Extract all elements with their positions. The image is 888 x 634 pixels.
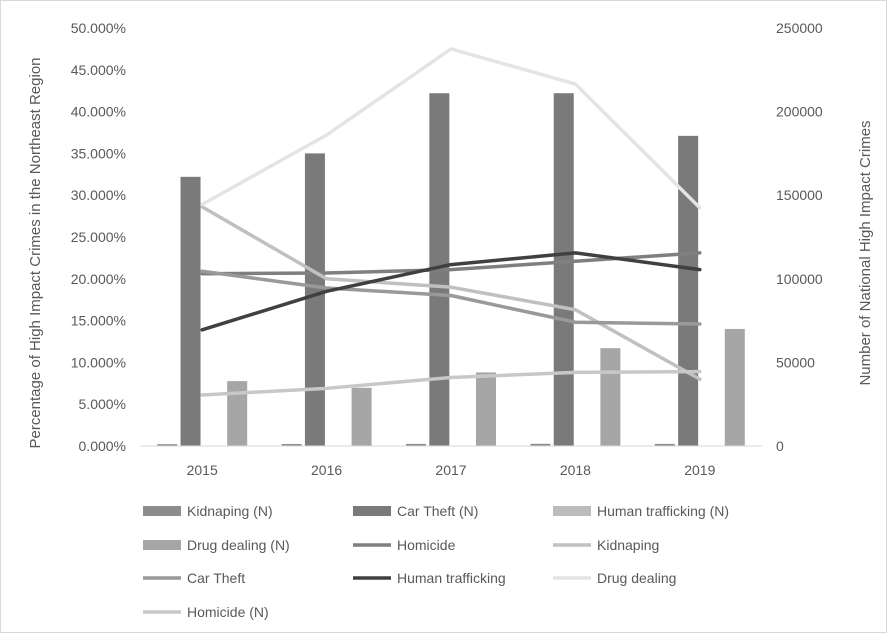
y-tick-label: 45.000% — [71, 62, 126, 78]
y-tick-label: 40.000% — [71, 104, 126, 120]
y-tick-label: 5.000% — [79, 396, 126, 412]
y2-tick-label: 100000 — [776, 271, 823, 287]
legend-swatch-kidnaping-n — [143, 506, 181, 516]
legend-label-kidnaping: Kidnaping — [597, 537, 659, 553]
bar-car-theft-n — [180, 176, 201, 447]
x-tick-label: 2015 — [187, 462, 218, 478]
y-tick-label: 10.000% — [71, 354, 126, 370]
bar-drug-dealing-n — [475, 372, 496, 446]
y2-tick-label: 250000 — [776, 20, 823, 36]
legend-label-human-trafficking: Human trafficking — [397, 570, 506, 586]
y-tick-label: 35.000% — [71, 145, 126, 161]
bar-kidnaping-n — [654, 443, 675, 446]
y-tick-label: 15.000% — [71, 313, 126, 329]
left-axis-ticks: 0.000% 5.000% 10.000% 15.000% 20.000% 25.000%… — [71, 20, 126, 454]
y-tick-label: 25.000% — [71, 229, 126, 245]
x-tick-label: 2017 — [435, 462, 466, 478]
y2-axis-title: Number of National High Impact Crimes — [857, 120, 874, 385]
line-drug-dealing — [200, 47, 702, 210]
y2-tick-label: 200000 — [776, 104, 823, 120]
bar-car-theft-n — [553, 93, 574, 446]
line-homicide-n — [200, 369, 702, 397]
legend-label-kidnaping-n: Kidnaping (N) — [187, 503, 273, 519]
line-series-group — [200, 47, 702, 397]
legend-swatch-car-theft-n — [353, 506, 391, 516]
y-tick-label: 0.000% — [79, 438, 126, 454]
legend: Kidnaping (N) Car Theft (N) Human traffick… — [143, 503, 729, 620]
x-tick-label: 2019 — [684, 462, 715, 478]
bar-kidnaping-n — [281, 443, 302, 446]
y-tick-label: 50.000% — [71, 20, 126, 36]
right-axis-ticks: 0 50000 100000 150000 200000 250000 — [776, 20, 823, 454]
line-kidnaping — [200, 205, 702, 381]
y-tick-label: 30.000% — [71, 187, 126, 203]
line-car-theft — [200, 269, 702, 326]
legend-swatch-drug-dealing-n — [143, 540, 181, 550]
y-axis-title: Percentage of High Impact Crimes in the … — [27, 57, 44, 448]
x-axis-ticks: 2015 2016 2017 2018 2019 — [187, 462, 716, 478]
legend-label-homicide-n: Homicide (N) — [187, 604, 269, 620]
bar-kidnaping-n — [530, 443, 551, 446]
bar-drug-dealing-n — [600, 348, 621, 446]
bar-kidnaping-n — [406, 443, 427, 446]
bar-kidnaping-n — [157, 444, 178, 446]
y2-tick-label: 150000 — [776, 187, 823, 203]
bar-car-theft-n — [678, 135, 699, 446]
legend-label-drug-dealing: Drug dealing — [597, 570, 676, 586]
legend-label-human-trafficking-n: Human trafficking (N) — [597, 503, 729, 519]
legend-label-drug-dealing-n: Drug dealing (N) — [187, 537, 290, 553]
bar-drug-dealing-n — [724, 328, 745, 446]
legend-swatch-human-trafficking-n — [553, 506, 591, 516]
bar-drug-dealing-n — [227, 381, 248, 446]
line-human-trafficking — [200, 251, 702, 332]
legend-label-car-theft-n: Car Theft (N) — [397, 503, 478, 519]
y2-tick-label: 0 — [776, 438, 784, 454]
y-tick-label: 20.000% — [71, 271, 126, 287]
x-tick-label: 2016 — [311, 462, 342, 478]
x-tick-label: 2018 — [560, 462, 591, 478]
bar-car-theft-n — [304, 153, 325, 446]
bar-drug-dealing-n — [351, 387, 372, 446]
legend-label-car-theft: Car Theft — [187, 570, 245, 586]
y2-tick-label: 50000 — [776, 354, 815, 370]
legend-label-homicide: Homicide — [397, 537, 456, 553]
